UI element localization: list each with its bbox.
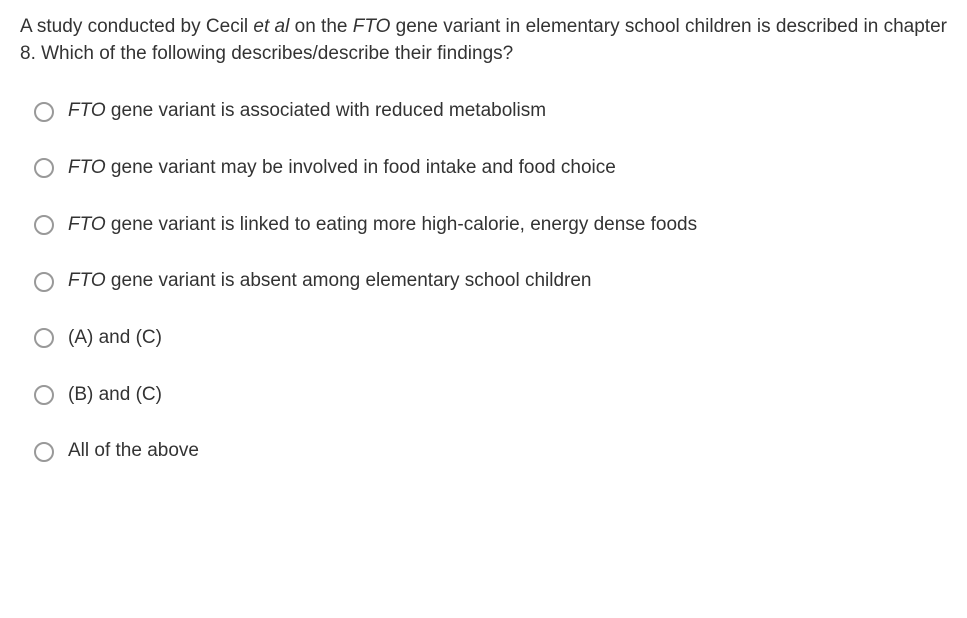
- option-prefix-italic: FTO: [68, 270, 106, 291]
- option-label: FTO gene variant may be involved in food…: [68, 156, 616, 181]
- option-e[interactable]: (A) and (C): [34, 326, 947, 351]
- radio-icon[interactable]: [34, 158, 54, 178]
- option-label: All of the above: [68, 439, 199, 464]
- option-prefix-italic: FTO: [68, 157, 106, 178]
- option-text: gene variant is linked to eating more hi…: [106, 214, 697, 235]
- option-text: All of the above: [68, 440, 199, 461]
- option-text: (B) and (C): [68, 384, 162, 405]
- option-label: (A) and (C): [68, 326, 162, 351]
- question-mid1: on the: [289, 16, 352, 37]
- option-b[interactable]: FTO gene variant may be involved in food…: [34, 156, 947, 181]
- option-label: (B) and (C): [68, 383, 162, 408]
- option-text: gene variant may be involved in food int…: [106, 157, 616, 178]
- option-c[interactable]: FTO gene variant is linked to eating mor…: [34, 213, 947, 238]
- option-a[interactable]: FTO gene variant is associated with redu…: [34, 99, 947, 124]
- radio-icon[interactable]: [34, 442, 54, 462]
- radio-icon[interactable]: [34, 102, 54, 122]
- option-label: FTO gene variant is linked to eating mor…: [68, 213, 697, 238]
- radio-icon[interactable]: [34, 328, 54, 348]
- option-prefix-italic: FTO: [68, 214, 106, 235]
- option-text: gene variant is absent among elementary …: [106, 270, 592, 291]
- option-text: gene variant is associated with reduced …: [106, 100, 546, 121]
- question-pre-author: A study conducted by Cecil: [20, 16, 253, 37]
- radio-icon[interactable]: [34, 272, 54, 292]
- question-author-italic: et al: [253, 16, 289, 37]
- option-label: FTO gene variant is absent among element…: [68, 269, 592, 294]
- question-text: A study conducted by Cecil et al on the …: [20, 14, 947, 67]
- option-text: (A) and (C): [68, 327, 162, 348]
- question-gene-italic: FTO: [353, 16, 391, 37]
- option-f[interactable]: (B) and (C): [34, 383, 947, 408]
- option-prefix-italic: FTO: [68, 100, 106, 121]
- radio-icon[interactable]: [34, 385, 54, 405]
- option-g[interactable]: All of the above: [34, 439, 947, 464]
- option-d[interactable]: FTO gene variant is absent among element…: [34, 269, 947, 294]
- options-list: FTO gene variant is associated with redu…: [20, 99, 947, 464]
- radio-icon[interactable]: [34, 215, 54, 235]
- option-label: FTO gene variant is associated with redu…: [68, 99, 546, 124]
